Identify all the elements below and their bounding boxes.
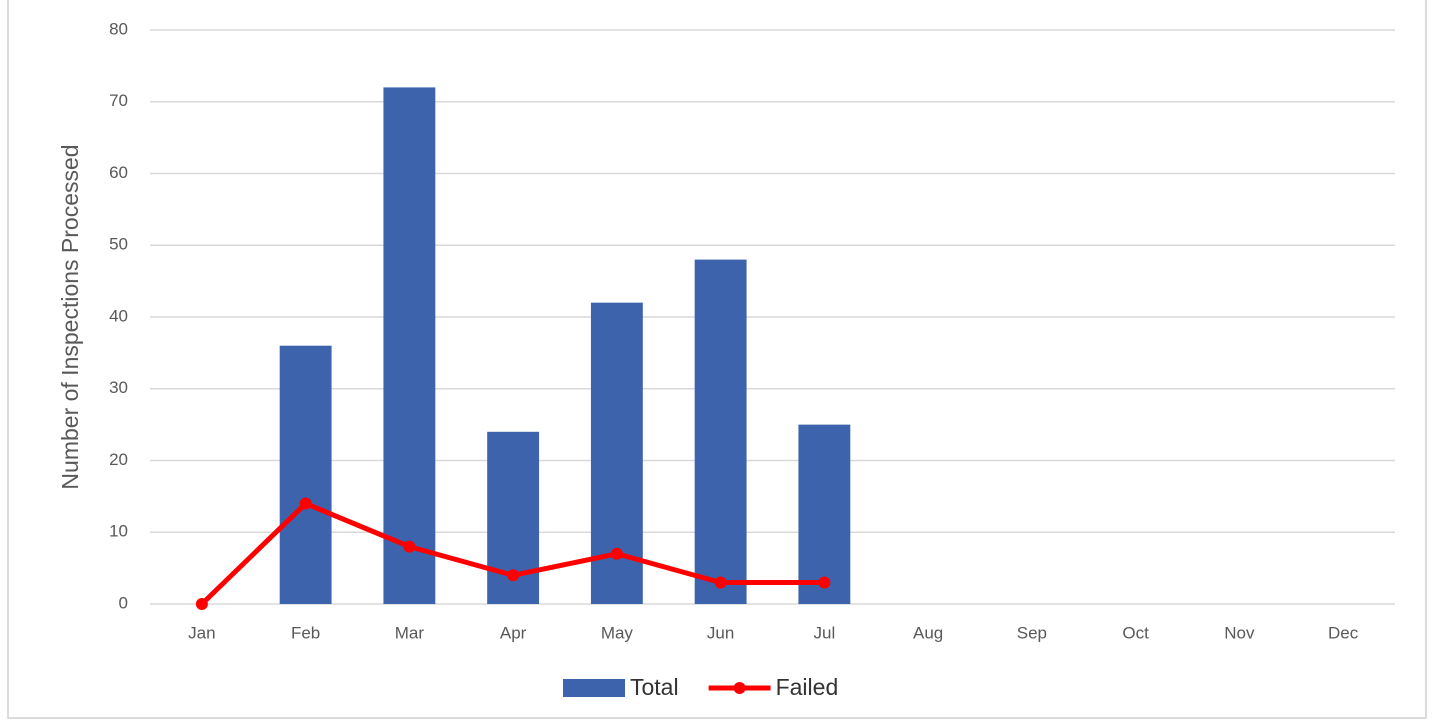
- y-tick-label: 60: [109, 163, 128, 182]
- x-tick-label: Oct: [1122, 623, 1149, 642]
- line-marker: [299, 497, 312, 510]
- x-tick-label: Dec: [1328, 623, 1359, 642]
- y-tick-label: 50: [109, 235, 128, 254]
- line-marker: [714, 576, 727, 589]
- x-tick-label: Feb: [291, 623, 320, 642]
- x-tick-label: Jul: [814, 623, 836, 642]
- line-marker: [610, 547, 623, 560]
- x-tick-label: Mar: [395, 623, 425, 642]
- bar: [694, 259, 747, 604]
- x-tick-label: Nov: [1224, 623, 1255, 642]
- bar: [798, 424, 851, 604]
- x-tick-label: Jan: [188, 623, 215, 642]
- line-marker: [403, 540, 416, 553]
- bar: [279, 345, 332, 604]
- legend-label: Total: [630, 674, 679, 700]
- legend-swatch-marker: [733, 682, 746, 694]
- bar: [383, 87, 436, 604]
- y-tick-label: 10: [109, 522, 128, 541]
- y-tick-label: 80: [109, 19, 128, 38]
- x-tick-label: May: [601, 623, 634, 642]
- line-marker: [195, 598, 208, 610]
- line-marker: [818, 576, 831, 589]
- x-tick-label: Aug: [913, 623, 943, 642]
- legend-label: Failed: [776, 674, 839, 700]
- y-tick-label: 20: [109, 450, 128, 469]
- x-tick-label: Jun: [707, 623, 734, 642]
- y-tick-label: 30: [109, 378, 128, 397]
- x-tick-label: Sep: [1017, 623, 1047, 642]
- y-axis-label: Number of Inspections Processed: [57, 144, 83, 489]
- x-tick-label: Apr: [500, 623, 527, 642]
- y-tick-label: 70: [109, 91, 128, 110]
- line-marker: [507, 569, 520, 582]
- y-tick-label: 40: [109, 306, 128, 325]
- y-tick-label: 0: [119, 593, 128, 612]
- legend-swatch: [563, 679, 625, 697]
